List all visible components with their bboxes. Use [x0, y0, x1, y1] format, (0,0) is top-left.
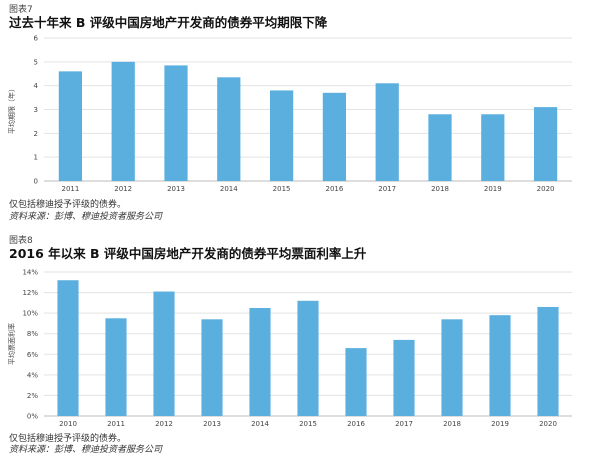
bar-2020	[537, 306, 559, 416]
source-note: 资料来源：彭博、穆迪投资者服务公司	[9, 445, 163, 455]
x-tick-label: 2011	[107, 420, 125, 428]
x-tick-label: 2016	[347, 420, 365, 428]
y-axis-label: 平均期限（年）	[7, 85, 16, 134]
bar-2017	[393, 339, 415, 416]
figure-label: 图表7	[9, 5, 33, 15]
y-tick-label: 5	[34, 58, 38, 66]
x-tick-label: 2015	[299, 420, 317, 428]
x-tick-label: 2015	[273, 185, 291, 193]
chart-coupon: 0% 2% 4% 6% 8% 10% 12% 14% 平均票面利率 2010 2011 2012 201…	[7, 269, 572, 428]
figure-label: 图表8	[9, 236, 33, 246]
x-tick-label: 2010	[59, 420, 77, 428]
x-tick-label: 2014	[251, 420, 269, 428]
bar-2016	[322, 92, 347, 181]
y-tick-label: 4%	[27, 371, 38, 379]
footnote: 仅包括穆迪授予评级的债券。	[9, 434, 127, 444]
figure-title: 2016 年以来 B 评级中国房地产开发商的债券平均票面利率上升	[9, 246, 367, 261]
bar-2011	[105, 318, 127, 416]
bar-2019	[489, 315, 511, 416]
x-tick-label: 2018	[431, 185, 449, 193]
y-tick-label: 0%	[27, 413, 38, 421]
bar-2016	[345, 348, 367, 416]
bar-2012	[111, 61, 135, 181]
footnote: 仅包括穆迪授予评级的债券。	[9, 200, 127, 210]
y-tick-label: 6%	[27, 351, 38, 359]
chart-maturity: 0 1 2 3 4 5 6 平均期限（年） 2011 2012 2013 2014 2015 2016 20…	[7, 35, 572, 193]
y-tick-label: 0	[34, 178, 38, 186]
bar-2018	[428, 114, 452, 181]
y-tick-label: 3	[34, 106, 38, 114]
x-tick-label: 2020	[537, 185, 555, 193]
x-tick-label: 2017	[378, 185, 396, 193]
x-tick-label: 2014	[220, 185, 238, 193]
y-tick-label: 2%	[27, 392, 38, 400]
x-tick-label: 2019	[484, 185, 502, 193]
x-tick-label: 2017	[395, 420, 413, 428]
x-tick-label: 2012	[155, 420, 173, 428]
bar-2015	[269, 90, 294, 181]
y-tick-label: 2	[34, 130, 38, 138]
bar-2020	[533, 107, 558, 181]
x-tick-label: 2011	[61, 185, 79, 193]
x-tick-label: 2019	[491, 420, 509, 428]
y-tick-label: 12%	[22, 289, 38, 297]
bar-2010	[57, 280, 79, 416]
bar-2014	[217, 77, 241, 181]
bar-2019	[481, 114, 505, 181]
x-tick-label: 2016	[325, 185, 343, 193]
bar-2013	[201, 319, 223, 416]
y-tick-label: 8%	[27, 330, 38, 338]
bar-2013	[164, 65, 188, 181]
y-tick-label: 6	[34, 35, 39, 43]
bar-2018	[441, 319, 463, 416]
x-tick-label: 2013	[203, 420, 221, 428]
y-tick-label: 10%	[22, 310, 38, 318]
x-tick-label: 2012	[114, 185, 132, 193]
y-tick-label: 14%	[22, 269, 38, 277]
y-axis-label: 平均票面利率	[7, 323, 16, 365]
source-note: 资料来源：彭博、穆迪投资者服务公司	[9, 212, 163, 222]
figure-title: 过去十年来 B 评级中国房地产开发商的债券平均期限下降	[9, 15, 328, 30]
bar-2017	[375, 83, 399, 181]
bar-2011	[58, 71, 83, 181]
x-tick-label: 2013	[167, 185, 185, 193]
bar-2014	[249, 308, 271, 416]
y-tick-label: 4	[34, 82, 39, 90]
x-tick-label: 2018	[443, 420, 461, 428]
bar-2012	[153, 291, 175, 416]
y-tick-label: 1	[34, 154, 38, 162]
bar-2015	[297, 300, 319, 416]
x-tick-label: 2020	[539, 420, 557, 428]
